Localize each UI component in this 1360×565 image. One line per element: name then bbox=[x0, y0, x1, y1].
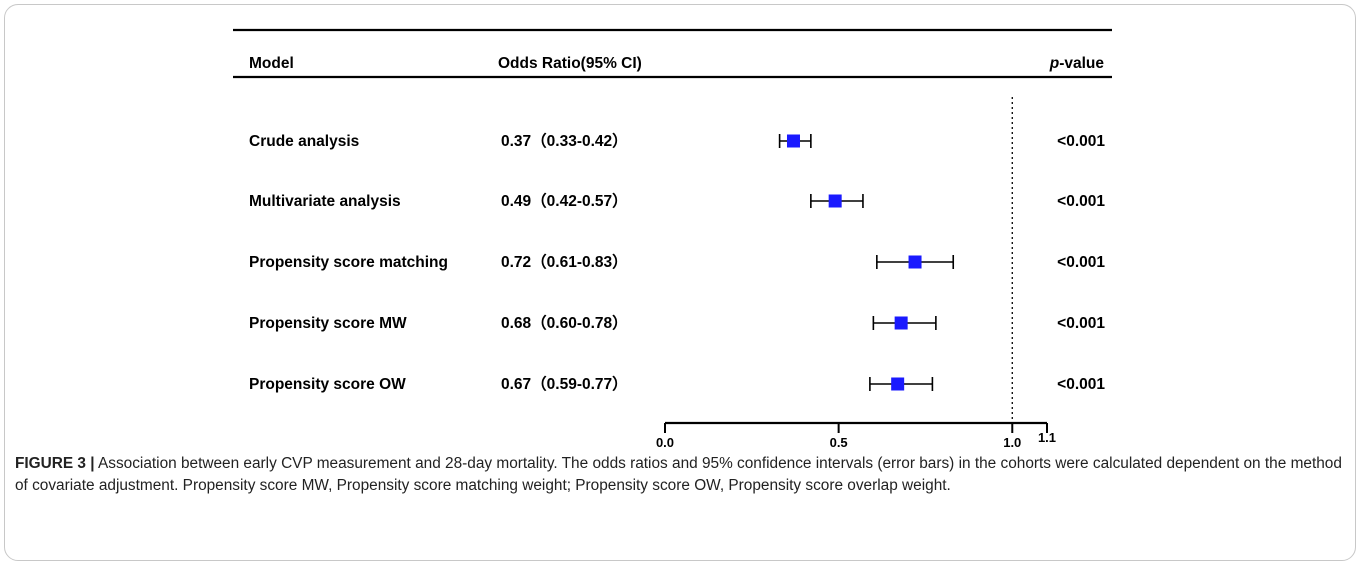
table-header: Model Odds Ratio(95% CI) p-value bbox=[233, 28, 1112, 79]
tick-label: 1.0 bbox=[1003, 435, 1021, 450]
plot-marks bbox=[778, 97, 1013, 423]
row-p-value: <0.001 bbox=[1057, 254, 1105, 271]
caption-label: FIGURE 3 | bbox=[15, 455, 95, 472]
row-label: Propensity score MW bbox=[249, 315, 407, 332]
forest-plot: Model Odds Ratio(95% CI) p-value Crude a… bbox=[233, 28, 1112, 450]
x-axis: 0.0 0.5 1.0 1.1 bbox=[656, 421, 1056, 450]
row-or-text: 0.37（0.33-0.42） bbox=[501, 132, 628, 150]
row-p-value: <0.001 bbox=[1057, 315, 1105, 332]
tick-label: 0.5 bbox=[830, 435, 848, 450]
caption-text: Association between early CVP measuremen… bbox=[15, 455, 1342, 494]
or-point bbox=[828, 194, 842, 208]
tick-label: 0.0 bbox=[656, 435, 674, 450]
or-point bbox=[786, 134, 800, 148]
row-or-text: 0.67（0.59-0.77） bbox=[501, 375, 628, 393]
header-p-italic: p bbox=[1049, 55, 1059, 72]
row-or-text: 0.72（0.61-0.83） bbox=[501, 253, 628, 271]
tick-label: 1.1 bbox=[1038, 430, 1056, 445]
row-label: Multivariate analysis bbox=[249, 193, 401, 210]
row-label: Propensity score OW bbox=[249, 376, 406, 393]
row-label: Crude analysis bbox=[249, 133, 359, 150]
header-p-value: p-value bbox=[1049, 55, 1105, 72]
row-label: Propensity score matching bbox=[249, 254, 448, 271]
or-point bbox=[891, 377, 905, 391]
header-p-rest: -value bbox=[1059, 55, 1104, 72]
figure-caption: FIGURE 3 | Association between early CVP… bbox=[15, 453, 1350, 496]
row-or-text: 0.49（0.42-0.57） bbox=[501, 192, 628, 210]
row-or-text: 0.68（0.60-0.78） bbox=[501, 314, 628, 332]
row-p-value: <0.001 bbox=[1057, 193, 1105, 210]
or-point bbox=[894, 316, 908, 330]
row-p-value: <0.001 bbox=[1057, 133, 1105, 150]
header-odds-ratio: Odds Ratio(95% CI) bbox=[498, 55, 642, 72]
or-point bbox=[908, 255, 922, 269]
rows: Crude analysis 0.37（0.33-0.42） <0.001 Multi… bbox=[249, 132, 1105, 393]
header-model: Model bbox=[249, 55, 294, 72]
row-p-value: <0.001 bbox=[1057, 376, 1105, 393]
figure-frame: Model Odds Ratio(95% CI) p-value Crude a… bbox=[4, 4, 1356, 561]
